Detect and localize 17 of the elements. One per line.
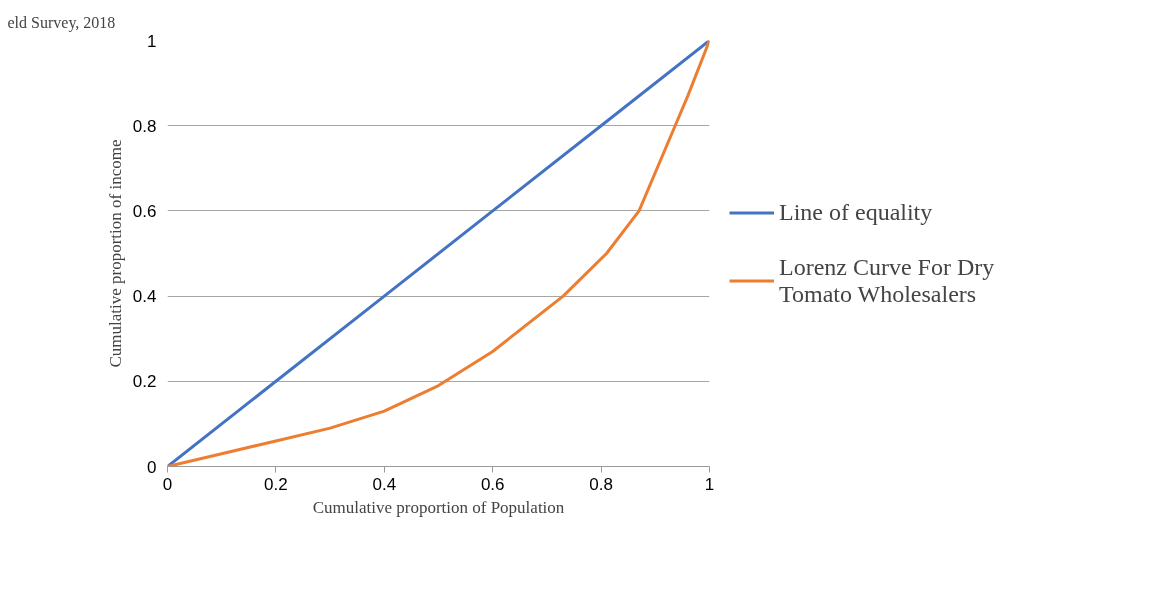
x-tick-label: 1 [704,474,715,494]
y-tick-label: 0.4 [132,287,157,307]
x-tick-label: 0.6 [480,474,505,494]
y-tick-label: 0.2 [132,372,157,392]
x-tick-label: 0.2 [264,474,288,494]
x-tick-label: 0.8 [589,474,613,494]
x-tick-label: 0.4 [372,474,397,494]
legend-label: Line of equality [779,198,933,226]
y-tick-label: 1 [147,31,157,51]
x-tick-label: 0 [162,474,173,494]
text: eld Survey, 2018 [7,13,116,32]
legend-label: Lorenz Curve For Dry Tomato Wholesalers [779,253,995,308]
x-axis-title: Cumulative proportion of Population [312,497,565,517]
y-tick-label: 0.8 [132,116,157,136]
y-axis-title: Cumulative proportion of income [105,139,125,368]
y-tick-label: 0 [147,457,157,477]
y-tick-label: 0.6 [132,201,157,221]
